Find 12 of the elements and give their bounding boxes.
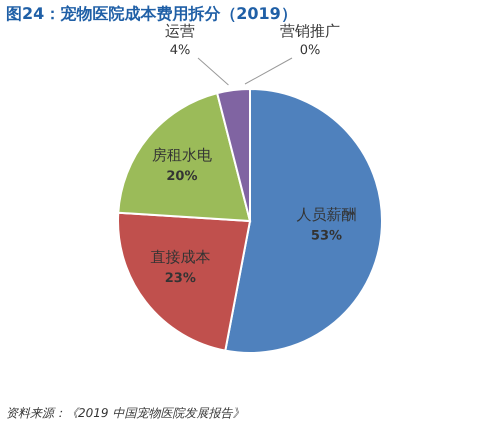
chart-title: 图24：宠物医院成本费用拆分（2019） bbox=[6, 4, 297, 24]
data-label: 23% bbox=[164, 271, 196, 286]
text: 资料来源：《2019 中国宠物医院发展报告》 bbox=[6, 405, 244, 422]
data-label: 4% bbox=[170, 43, 190, 58]
category-label: 营销推广 bbox=[280, 22, 340, 40]
data-label: 53% bbox=[310, 228, 342, 244]
text: 0% bbox=[300, 43, 320, 58]
data-label: 20% bbox=[166, 168, 198, 184]
slice-label: 人员薪酬 bbox=[296, 206, 356, 224]
slice-label: 房租水电 bbox=[152, 146, 212, 164]
slice-label: 直接成本 bbox=[150, 248, 210, 266]
slice-label: 运营 bbox=[165, 22, 195, 40]
